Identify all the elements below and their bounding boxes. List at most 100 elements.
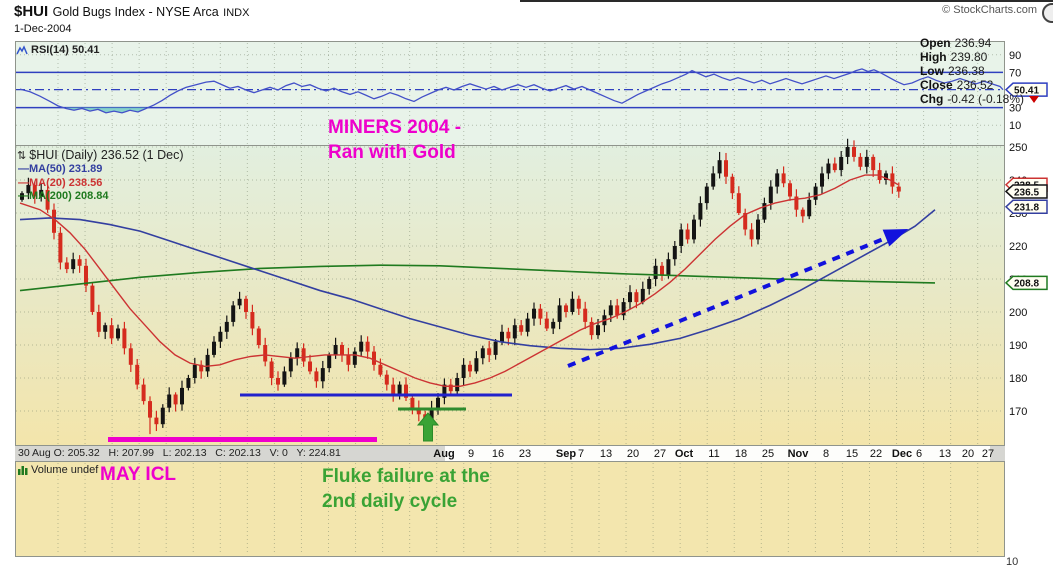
candlestick [359, 341, 364, 352]
ma50-line [19, 209, 936, 351]
crosshair-readout-box [15, 446, 445, 461]
symbol: $HUI [14, 3, 49, 20]
candlestick [551, 321, 556, 329]
screenshot-top-edge [520, 0, 1053, 2]
candlestick [96, 312, 101, 332]
date-tick-label: 22 [870, 448, 882, 460]
candlestick [205, 354, 210, 372]
candlestick [58, 232, 63, 263]
close-value: 236.52 [956, 78, 994, 92]
high-value: 239.80 [950, 50, 988, 64]
annotation-miners-2004: MINERS 2004 - Ran with Gold [328, 117, 462, 163]
candlestick [455, 378, 460, 392]
candlestick [608, 305, 613, 316]
date-tick-label: 6 [916, 448, 922, 460]
candlestick [103, 325, 108, 332]
candlestick [26, 184, 31, 194]
date-tick-label: 11 [708, 448, 719, 460]
candlestick [839, 156, 844, 171]
candlestick [468, 364, 472, 372]
price-value-bubble: 231.8 [1014, 203, 1039, 214]
candlestick [698, 203, 703, 220]
candlestick [154, 417, 159, 425]
candlestick [148, 401, 152, 418]
date-tick-label: 15 [846, 448, 858, 460]
candlestick [493, 341, 498, 355]
price-value-bubble: 236.5 [1014, 187, 1039, 198]
price-axis-label: 200 [1009, 307, 1027, 319]
candlestick [807, 199, 812, 217]
candlestick [852, 147, 856, 157]
candlestick [628, 292, 632, 303]
candlestick [679, 229, 684, 246]
price-value-bubble-shape [1004, 275, 1048, 291]
copyright: © StockCharts.com [942, 4, 1037, 16]
candlestick [845, 147, 850, 157]
date-tick-label: 9 [468, 448, 474, 460]
candlestick [564, 305, 568, 312]
candlestick [90, 285, 95, 312]
candlestick [570, 298, 575, 312]
candlestick [788, 183, 792, 197]
candlestick [429, 407, 434, 421]
candlestick [756, 219, 760, 240]
candlestick [384, 374, 389, 385]
candlestick [653, 265, 658, 279]
candlestick [442, 384, 447, 398]
date-tick-label: 27 [654, 448, 666, 460]
chg-value: -0.42 (-0.18%) [947, 92, 1024, 106]
ma-legend-item: —MA(20) 238.56 [18, 176, 103, 189]
candlestick [20, 193, 24, 200]
price-axis-label: 220 [1009, 241, 1027, 253]
candlestick [276, 378, 280, 385]
candlestick [192, 364, 197, 378]
candlestick [538, 308, 543, 319]
date-tick-label: 13 [600, 448, 612, 460]
candlestick [666, 259, 671, 276]
high-label: High [919, 50, 947, 64]
candlestick [410, 397, 415, 408]
candlestick [224, 321, 229, 332]
axis-strip-end [990, 446, 1005, 461]
candlestick [269, 361, 274, 378]
symbol-exchange: INDX [223, 7, 250, 19]
ma20-line [19, 174, 899, 387]
price-axis-label: 170 [1009, 406, 1027, 418]
candlestick [263, 345, 268, 362]
candlestick [583, 308, 588, 322]
rsi-indicator-icon [16, 45, 28, 55]
price-value-bubble-shape [1004, 184, 1048, 199]
open-value: 236.94 [954, 36, 992, 50]
candlestick [397, 384, 402, 395]
date-tick-label: 27 [982, 448, 994, 460]
candlestick [333, 345, 338, 355]
crosshair-readout: 30 Aug O: 205.32 H: 207.99 L: 202.13 C: … [18, 447, 341, 459]
date-tick-label: Dec [892, 448, 912, 460]
may-icl-underline [108, 437, 377, 442]
candlestick [436, 397, 440, 408]
candlestick [288, 358, 293, 372]
candlestick [45, 189, 50, 210]
candlestick [813, 186, 818, 200]
symbol-name: Gold Bugs Index - NYSE Arca [52, 5, 219, 19]
candlestick [596, 325, 600, 336]
candlestick [352, 351, 357, 365]
candlestick [448, 384, 453, 392]
candlestick [461, 364, 466, 378]
chg-label: Chg [919, 92, 944, 106]
candlestick [71, 259, 76, 270]
date-tick-label: 16 [492, 448, 504, 460]
candlestick [525, 318, 530, 332]
candlestick [135, 364, 140, 385]
candlestick [474, 358, 479, 372]
price-legend: ⇅ $HUI (Daily) 236.52 (1 Dec) [17, 148, 184, 162]
rsi-axis-label: 10 [1009, 120, 1021, 132]
ma-legend-item: —MA(50) 231.89 [18, 163, 103, 175]
candlestick [532, 308, 536, 319]
candlestick [717, 160, 722, 174]
candlestick [724, 160, 728, 177]
candlestick [256, 328, 261, 345]
updown-arrows-icon: ⇅ [17, 150, 30, 162]
